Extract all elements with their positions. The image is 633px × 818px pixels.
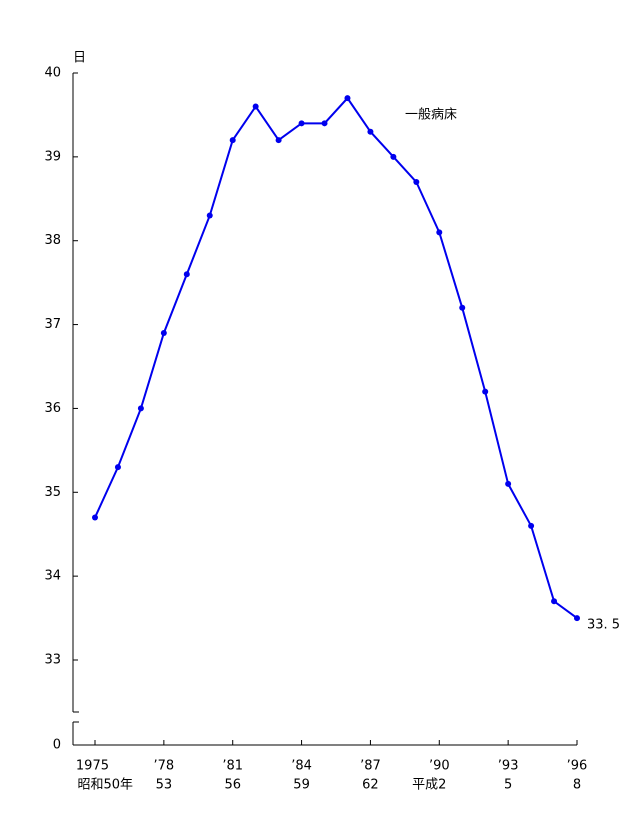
x-tick-label: ’87 bbox=[360, 759, 381, 774]
point bbox=[252, 103, 259, 110]
point bbox=[298, 120, 305, 127]
x-tick-sublabel: 56 bbox=[224, 778, 241, 793]
point bbox=[459, 304, 466, 311]
x-tick-label: ’90 bbox=[429, 759, 450, 774]
x-tick-sublabel: 62 bbox=[362, 778, 379, 793]
series-label: 一般病床 bbox=[405, 107, 457, 123]
point bbox=[114, 464, 121, 471]
point bbox=[206, 212, 213, 219]
point bbox=[137, 405, 144, 412]
x-tick-sublabel: 5 bbox=[504, 778, 512, 793]
point bbox=[482, 388, 489, 395]
point bbox=[275, 137, 282, 144]
point bbox=[413, 179, 420, 186]
y-tick-label: 38 bbox=[44, 233, 61, 248]
y-tick-label: 36 bbox=[44, 401, 61, 416]
x-tick-sublabel: 8 bbox=[573, 778, 581, 793]
data-label: 33. 5 bbox=[587, 618, 620, 633]
y-tick-label: 40 bbox=[44, 66, 61, 81]
point bbox=[390, 153, 397, 160]
x-tick-sublabel: 平成2 bbox=[412, 778, 446, 793]
x-tick-sublabel: 昭和50年 bbox=[77, 778, 133, 793]
y-tick-label: 37 bbox=[44, 317, 61, 332]
x-tick-label: 1975 bbox=[76, 759, 109, 774]
point bbox=[344, 95, 351, 102]
point bbox=[436, 229, 443, 236]
point bbox=[551, 598, 558, 605]
x-tick-label: ’93 bbox=[498, 759, 519, 774]
x-tick-label: ’78 bbox=[154, 759, 175, 774]
point bbox=[528, 522, 535, 529]
y-unit: 日 bbox=[73, 51, 86, 66]
x-tick-label: ’84 bbox=[291, 759, 312, 774]
y-tick-label: 39 bbox=[44, 149, 61, 164]
point bbox=[229, 137, 236, 144]
x-tick-label: ’96 bbox=[567, 759, 588, 774]
x-tick-sublabel: 53 bbox=[156, 778, 173, 793]
point bbox=[574, 615, 580, 622]
point bbox=[505, 480, 512, 487]
y-tick-label: 35 bbox=[44, 485, 61, 500]
point bbox=[321, 120, 328, 127]
point bbox=[367, 128, 374, 135]
point bbox=[92, 514, 98, 521]
y-tick-label: 34 bbox=[44, 569, 61, 584]
x-tick-sublabel: 59 bbox=[293, 778, 310, 793]
line bbox=[94, 96, 578, 619]
point bbox=[160, 329, 167, 336]
x-tick-label: ’81 bbox=[222, 759, 243, 774]
y-tick-label: 0 bbox=[53, 738, 61, 753]
point bbox=[183, 271, 190, 278]
y-tick-label: 33 bbox=[44, 653, 61, 668]
